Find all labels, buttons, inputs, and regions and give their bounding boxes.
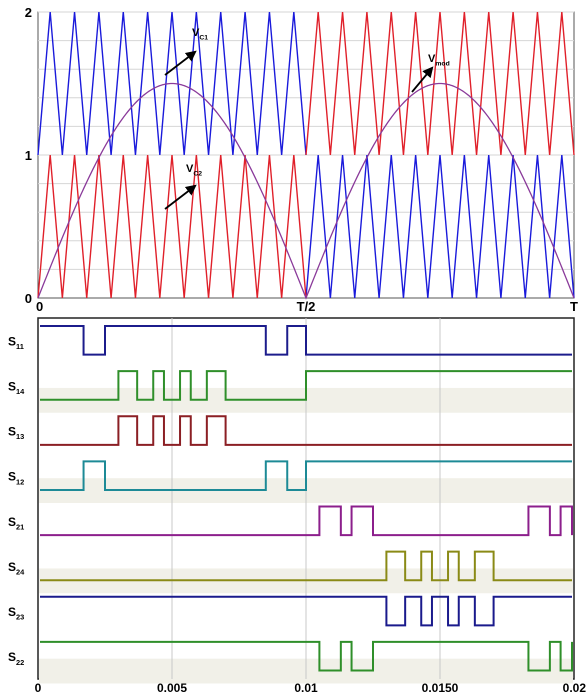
signal-label-s12: S12 bbox=[8, 470, 24, 487]
bottom-x-tick-label: 0.005 bbox=[157, 681, 187, 694]
bottom-x-tick-label: 0.01 bbox=[294, 681, 318, 694]
signal-line-s24 bbox=[40, 550, 572, 582]
signal-label-s24: S24 bbox=[8, 560, 25, 577]
signal-label-s22: S22 bbox=[8, 650, 24, 667]
series-label-c2: VC2 bbox=[186, 163, 202, 177]
series-label-mod: Vmod bbox=[428, 53, 450, 67]
top-gridlines bbox=[38, 11, 574, 270]
signal-label-s21: S21 bbox=[8, 515, 24, 532]
series-arrow-mod bbox=[411, 66, 434, 93]
series-label-c1: VC1 bbox=[192, 27, 208, 41]
bottom-series-group bbox=[40, 325, 573, 672]
signal-label-s11: S11 bbox=[8, 334, 24, 351]
signal-line-s14 bbox=[40, 370, 572, 401]
bottom-series-labels: S11 S14 S13 S12 S21 S24 S23 S22 bbox=[8, 334, 25, 666]
top-y-tick-label: 0 bbox=[25, 291, 32, 306]
carrier-line-c2-half-2 bbox=[305, 11, 575, 156]
series-arrow-c2 bbox=[164, 184, 197, 210]
signal-label-s14: S14 bbox=[8, 379, 25, 396]
top-tick-labels: 0 1 2 0 T/2 T bbox=[25, 5, 578, 314]
top-x-tick-label: 0 bbox=[36, 299, 43, 314]
bottom-tick-labels: 0 0.005 0.01 0.0150 0.02 bbox=[35, 681, 587, 694]
carrier-modulation-panel: 0 1 2 0 T/2 T VC1 VC2 Vmod bbox=[25, 5, 578, 314]
bottom-x-tick-label: 0.02 bbox=[563, 681, 587, 694]
top-series-labels: VC1 VC2 Vmod bbox=[164, 27, 450, 210]
series-arrow-c1 bbox=[164, 50, 197, 76]
signal-line-s13 bbox=[40, 415, 572, 446]
carrier-line-c1-half-2 bbox=[305, 154, 575, 299]
signal-line-s11 bbox=[40, 325, 572, 356]
bottom-x-tick-label: 0.0150 bbox=[422, 681, 459, 694]
switching-signals-panel: S11 S14 S13 S12 S21 S24 S23 S22 0 0.005 0.01 0.015… bbox=[8, 317, 587, 694]
bottom-x-tick-label: 0 bbox=[35, 681, 42, 694]
signal-line-s12 bbox=[40, 460, 572, 491]
carrier-line-c2-half-1 bbox=[37, 154, 307, 299]
top-y-tick-label: 1 bbox=[25, 148, 32, 163]
signal-label-s23: S23 bbox=[8, 605, 24, 622]
top-x-tick-label: T/2 bbox=[297, 299, 316, 314]
signal-label-s13: S13 bbox=[8, 425, 24, 442]
top-y-tick-label: 2 bbox=[25, 5, 32, 20]
modulating-signal-line bbox=[37, 82, 575, 300]
top-x-tick-label: T bbox=[570, 299, 578, 314]
signal-line-s21 bbox=[40, 505, 573, 537]
signal-line-s22 bbox=[40, 640, 573, 672]
top-series-group bbox=[37, 11, 575, 300]
carrier-line-c1-half-1 bbox=[37, 11, 307, 156]
signal-line-s23 bbox=[40, 595, 572, 627]
